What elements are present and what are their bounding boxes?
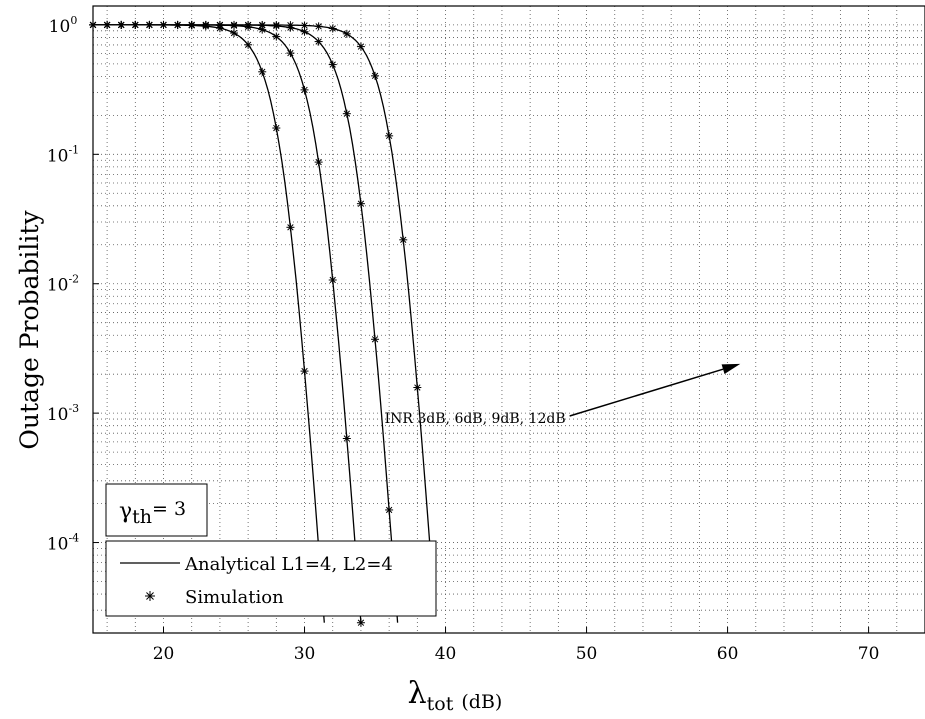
y-axis-label: Outage Probability: [15, 210, 44, 450]
simulation-point: [342, 434, 351, 443]
legend-asterisk: [145, 591, 155, 601]
simulation-point: [244, 20, 253, 29]
plot-frame: [92, 5, 925, 634]
simulation-point: [258, 67, 267, 76]
simulation-point: [131, 20, 140, 29]
simulation-point: [300, 85, 309, 94]
x-axis-label-sub: tot: [427, 693, 454, 715]
simulation-point: [230, 29, 239, 38]
simulation-point: [272, 124, 281, 133]
simulation-point: [117, 20, 126, 29]
x-tick-label: 40: [435, 644, 457, 664]
legend: Analytical L1=4, L2=4 Simulation: [105, 540, 437, 617]
y-tick-label: 100: [49, 14, 78, 37]
threshold-box: γth= 3: [105, 483, 208, 537]
simulation-point: [356, 199, 365, 208]
simulation-point: [300, 21, 309, 30]
simulation-point: [314, 37, 323, 46]
simulation-point: [286, 21, 295, 30]
simulation-point: [385, 131, 394, 140]
x-axis-label-symbol: λ: [408, 676, 427, 711]
simulation-point: [371, 71, 380, 80]
simulation-point: [342, 109, 351, 118]
y-tick-label: 10-3: [47, 402, 79, 425]
simulation-point: [356, 618, 365, 627]
y-tick-label: 10-4: [47, 532, 79, 555]
x-tick-label: 50: [576, 644, 598, 664]
threshold-sub: th: [132, 506, 152, 528]
simulation-point: [356, 42, 365, 51]
threshold-symbol: γ: [119, 499, 132, 524]
simulation-point: [215, 20, 224, 29]
simulation-point: [399, 235, 408, 244]
x-tick-label: 30: [294, 644, 316, 664]
y-tick-label: 10-2: [47, 273, 79, 296]
annotation-arrow-head: [721, 363, 741, 374]
simulation-point: [314, 158, 323, 167]
svg-text:γth= 3: γth= 3: [119, 498, 186, 528]
simulation-point: [413, 383, 422, 392]
x-tick-label: 20: [153, 644, 175, 664]
simulation-markers-inr-12: [89, 20, 436, 570]
simulation-point: [385, 505, 394, 514]
simulation-point: [314, 22, 323, 31]
simulation-point: [173, 20, 182, 29]
simulation-point: [201, 20, 210, 29]
inr-annotation: INR 3dB, 6dB, 9dB, 12dB: [385, 363, 741, 427]
x-axis-label: λtot (dB): [408, 676, 503, 715]
simulation-point: [342, 29, 351, 38]
legend-asterisk-marker: [145, 591, 155, 601]
tick-labels: 20 30 40 50 60 70 100 10-1 10-2 10-3 10-4: [47, 14, 880, 664]
grid: [93, 6, 925, 634]
simulation-point: [286, 49, 295, 58]
x-axis-label-unit: (dB): [461, 691, 502, 713]
annotation-arrow-line: [569, 368, 724, 417]
simulation-point: [230, 20, 239, 29]
simulation-point: [145, 20, 154, 29]
simulation-point: [187, 20, 196, 29]
legend-label-simulation: Simulation: [185, 587, 284, 608]
simulation-point: [159, 20, 168, 29]
annotation-text: INR 3dB, 6dB, 9dB, 12dB: [385, 411, 566, 427]
threshold-value: = 3: [152, 498, 186, 520]
simulation-point: [328, 60, 337, 69]
simulation-point: [328, 24, 337, 33]
simulation-point: [272, 21, 281, 30]
simulation-point: [244, 40, 253, 49]
x-tick-label: 60: [717, 644, 739, 664]
x-tick-label: 70: [858, 644, 880, 664]
simulation-point: [258, 20, 267, 29]
simulation-point: [272, 32, 281, 41]
simulation-point: [286, 223, 295, 232]
simulation-point: [328, 275, 337, 284]
simulation-point: [371, 335, 380, 344]
simulation-markers-inr-3: [89, 20, 323, 551]
legend-label-analytical: Analytical L1=4, L2=4: [184, 554, 393, 575]
simulation-point: [103, 20, 112, 29]
y-tick-label: 10-1: [47, 143, 79, 166]
simulation-point: [300, 367, 309, 376]
